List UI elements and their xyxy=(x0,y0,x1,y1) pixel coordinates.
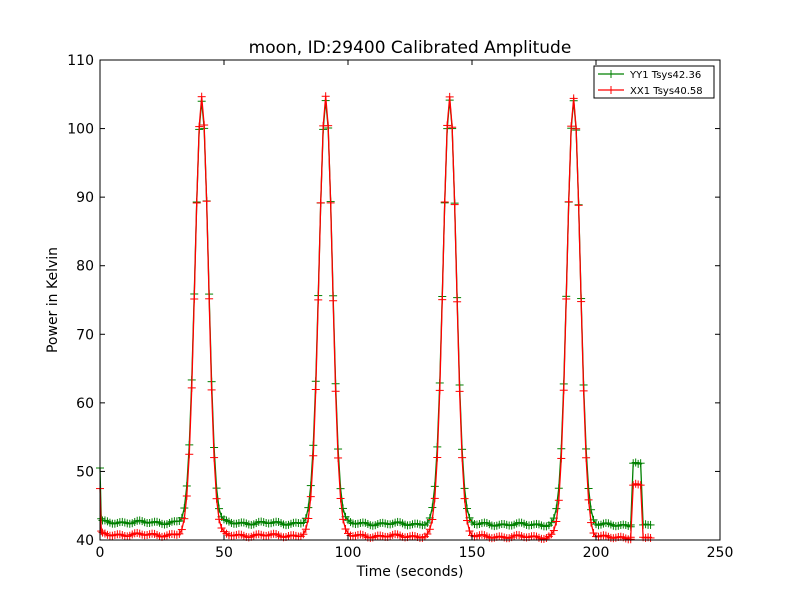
plot-frame xyxy=(99,59,721,541)
x-tick-label: 50 xyxy=(215,545,233,561)
y-tick-label: 90 xyxy=(76,190,94,206)
y-tick-label: 60 xyxy=(76,396,94,412)
series-markers-0 xyxy=(96,96,655,531)
x-tick-label: 250 xyxy=(707,545,734,561)
x-tick-label: 150 xyxy=(459,545,486,561)
y-tick-label: 40 xyxy=(76,533,94,549)
y-tick-label: 80 xyxy=(76,259,94,275)
y-tick-label: 110 xyxy=(67,53,94,69)
x-axis-label: Time (seconds) xyxy=(356,564,464,580)
legend: YY1 Tsys42.36 XX1 Tsys40.58 xyxy=(593,65,715,99)
y-tick-label: 50 xyxy=(76,464,94,480)
legend-label-yy1: YY1 Tsys42.36 xyxy=(629,70,701,81)
chart-title: moon, ID:29400 Calibrated Amplitude xyxy=(249,38,572,58)
x-tick-label: 200 xyxy=(583,545,610,561)
x-tick-label: 100 xyxy=(335,545,362,561)
legend-label-xx1: XX1 Tsys40.58 xyxy=(630,86,703,97)
y-axis-label: Power in Kelvin xyxy=(45,247,61,353)
legend-box xyxy=(593,65,715,99)
ticks-layer: 0 50 100 150 200 250 40 50 60 70 80 90 100 110 xyxy=(67,53,733,561)
plot-area xyxy=(100,60,720,540)
y-tick-label: 100 xyxy=(67,122,94,138)
y-tick-label: 70 xyxy=(76,327,94,343)
x-tick-label: 0 xyxy=(96,545,105,561)
